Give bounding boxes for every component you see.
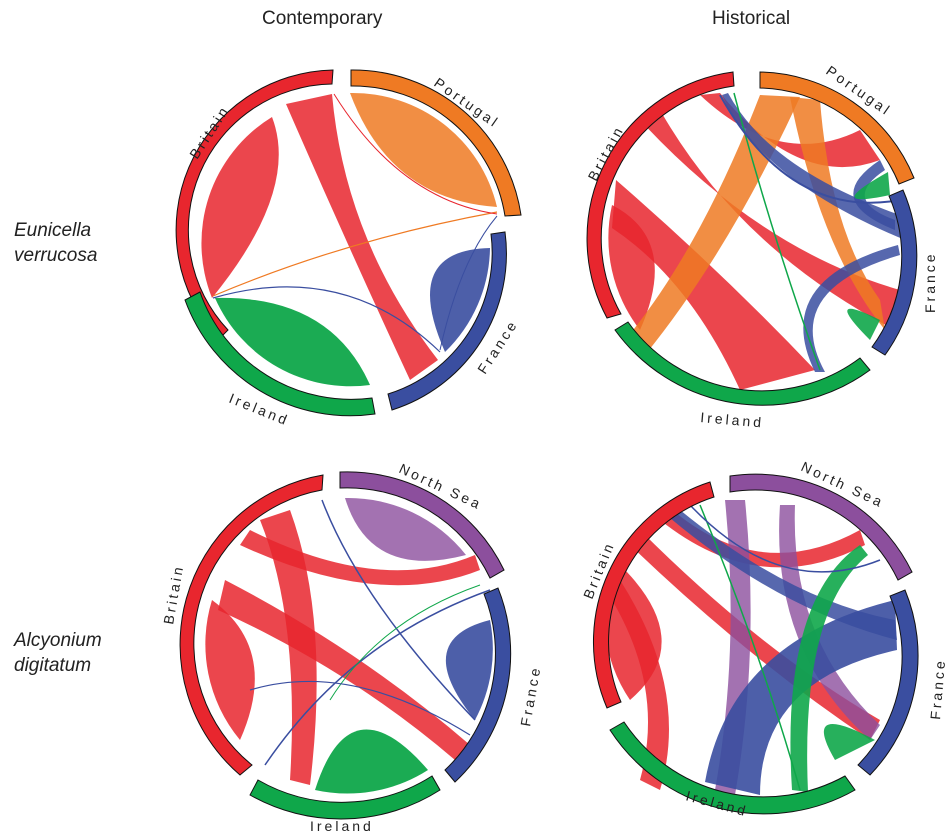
arc-ireland bbox=[614, 321, 871, 406]
segment-label-france: France bbox=[922, 251, 938, 313]
arc-ireland bbox=[249, 775, 441, 820]
species-label-alcyonium: Alcyonium digitatum bbox=[14, 628, 102, 678]
column-header-contemporary: Contemporary bbox=[262, 8, 383, 29]
segment-label-france: France bbox=[927, 658, 946, 721]
arc-britain bbox=[175, 69, 334, 340]
ribbon-portugal-france bbox=[790, 97, 885, 330]
link-thin bbox=[733, 92, 821, 371]
ribbon-britain-ireland bbox=[612, 580, 669, 790]
species-name-line1: Alcyonium bbox=[14, 630, 102, 651]
link-thin bbox=[212, 286, 441, 353]
link-thin bbox=[249, 680, 471, 736]
segment-label-ireland: Ireland bbox=[310, 818, 374, 834]
ribbon-britain-portugal bbox=[700, 93, 880, 168]
ribbon-britain-northsea bbox=[660, 508, 865, 568]
link-thin bbox=[321, 499, 476, 721]
species-name-line1: Eunicella bbox=[14, 220, 92, 241]
ribbon-france-self bbox=[445, 620, 493, 720]
ribbon-portugal-self bbox=[350, 92, 497, 207]
arc-ireland bbox=[184, 291, 376, 417]
ribbon-france-portugal bbox=[853, 160, 895, 230]
chord-diagram-eunicella-contemporary: Britain Portugal France Ireland bbox=[175, 69, 522, 429]
arc-northsea bbox=[339, 471, 505, 579]
chord-diagram-alcyonium-historical: Britain North Sea France Ireland bbox=[580, 458, 946, 819]
link-thin bbox=[212, 211, 498, 297]
ribbon-britain-self bbox=[201, 117, 279, 298]
ribbon-northsea-self bbox=[345, 497, 466, 561]
arc-northsea bbox=[729, 473, 913, 581]
ribbon-britain-ireland bbox=[612, 180, 815, 390]
arc-britain bbox=[586, 71, 735, 319]
ribbon-ireland-france-2 bbox=[847, 308, 880, 340]
ribbon-ireland-france bbox=[854, 172, 890, 200]
ribbon-britain-france bbox=[218, 580, 470, 760]
arc-france bbox=[444, 587, 512, 783]
ribbon-france-ireland bbox=[803, 245, 900, 372]
ribbon-portugal-ireland bbox=[625, 95, 800, 355]
column-header-historical: Historical bbox=[712, 8, 791, 29]
link-thin bbox=[689, 504, 881, 573]
arc-ireland bbox=[609, 721, 856, 815]
link-thin bbox=[264, 589, 491, 766]
ribbon-ireland-britain bbox=[790, 545, 868, 792]
chord-diagram-eunicella-historical: Britain Portugal France Ireland bbox=[585, 62, 938, 430]
ribbon-france-britain bbox=[670, 510, 897, 640]
segment-label-france: France bbox=[517, 664, 543, 727]
arc-britain bbox=[179, 474, 324, 776]
link-thin bbox=[333, 93, 498, 215]
link-thin bbox=[719, 94, 901, 204]
ribbon-ireland-self bbox=[315, 729, 428, 794]
arc-portugal bbox=[350, 69, 522, 217]
link-thin bbox=[329, 584, 481, 701]
ribbon-britain-self bbox=[205, 600, 255, 740]
ribbon-france-self bbox=[430, 248, 490, 352]
species-label-eunicella: Eunicella verrucosa bbox=[14, 218, 97, 268]
ribbon-britain-france bbox=[630, 530, 880, 740]
arc-britain bbox=[592, 481, 715, 709]
ribbon-ireland-self bbox=[215, 297, 370, 387]
species-name-line2: digitatum bbox=[14, 655, 92, 676]
ribbon-britain-france bbox=[286, 94, 438, 380]
arc-france bbox=[387, 231, 507, 411]
species-name-line2: verrucosa bbox=[14, 245, 98, 266]
link-thin bbox=[699, 504, 801, 791]
ribbon-britain-northsea bbox=[240, 530, 480, 586]
arc-portugal bbox=[759, 71, 915, 185]
chord-diagram-alcyonium-contemporary: Britain North Sea France Ireland bbox=[160, 460, 543, 834]
ribbon-france-ireland bbox=[705, 600, 897, 795]
segment-label-ireland: Ireland bbox=[700, 409, 765, 431]
arc-france bbox=[871, 189, 918, 356]
ribbon-ireland-france bbox=[823, 724, 875, 760]
link-thin bbox=[439, 215, 498, 351]
ribbon-northsea-france bbox=[779, 505, 880, 740]
arc-france bbox=[857, 589, 919, 776]
